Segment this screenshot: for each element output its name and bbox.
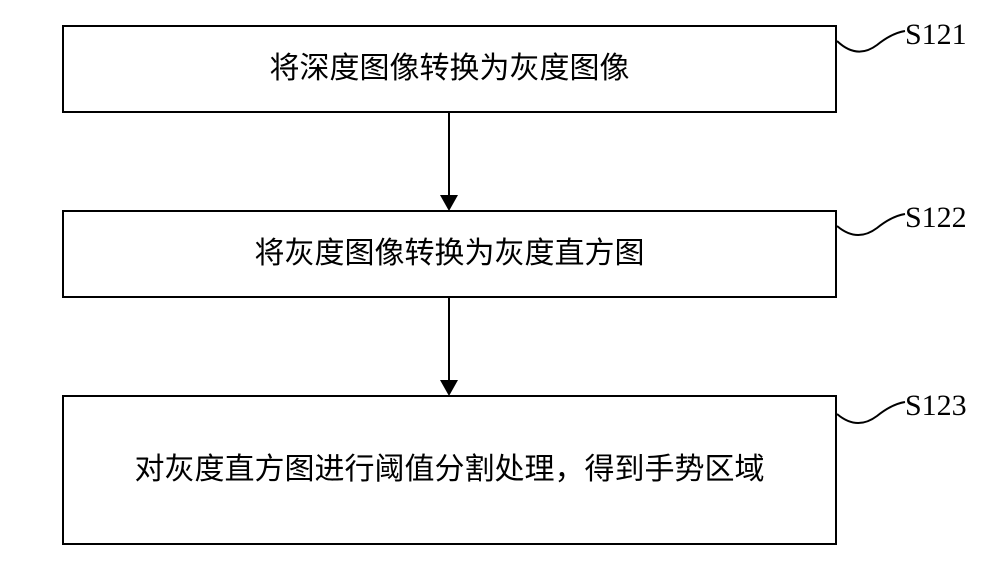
arrow-2-to-3 [448,298,450,382]
arrow-1-to-2 [448,113,450,197]
flow-step-1-label: S121 [905,18,967,52]
flow-step-2-text: 将灰度图像转换为灰度直方图 [255,230,645,278]
flow-step-3-label: S123 [905,389,967,423]
arrow-2-to-3-head [440,380,458,396]
label-connector-1 [837,25,907,65]
flow-step-3-text: 对灰度直方图进行阈值分割处理，得到手势区域 [135,446,765,494]
arrow-1-to-2-head [440,195,458,211]
flow-step-1: 将深度图像转换为灰度图像 [62,25,837,113]
label-connector-3 [837,396,907,436]
flow-step-3: 对灰度直方图进行阈值分割处理，得到手势区域 [62,395,837,545]
flow-step-2: 将灰度图像转换为灰度直方图 [62,210,837,298]
flow-step-2-label: S122 [905,201,967,235]
flow-step-1-text: 将深度图像转换为灰度图像 [270,45,630,93]
label-connector-2 [837,208,907,248]
